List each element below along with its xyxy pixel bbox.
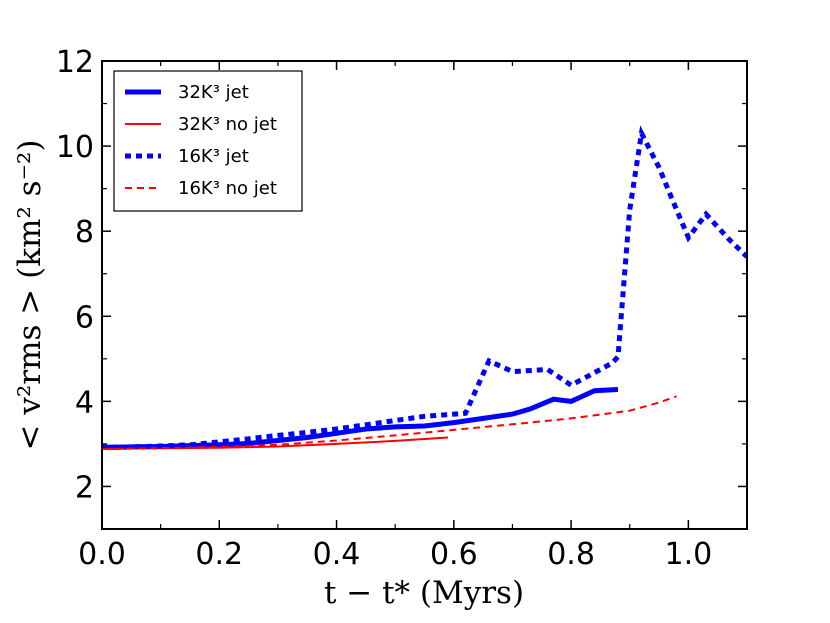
series-line-3 (102, 395, 677, 450)
x-tick-label: 0.2 (195, 537, 243, 572)
legend-label-0: 32K³ jet (178, 82, 249, 103)
legend-label-1: 32K³ no jet (178, 114, 277, 135)
x-tick-label: 1.0 (665, 537, 713, 572)
y-tick-label: 6 (75, 300, 94, 335)
y-axis-label: < v²rms > (km² s⁻²) (12, 140, 48, 451)
tick-labels-layer: 0.0 0.2 0.4 0.6 0.8 1.0 2 4 6 8 10 12 (56, 45, 712, 572)
y-tick-label: 2 (75, 470, 94, 505)
x-tick-label: 0.8 (547, 537, 595, 572)
y-tick-label: 12 (56, 45, 94, 80)
y-tick-label: 10 (56, 130, 94, 165)
ticks-layer (101, 60, 748, 529)
plot-frame (101, 60, 748, 530)
legend: 32K³ jet 32K³ no jet 16K³ jet 16K³ no jet (113, 70, 303, 212)
y-tick-label: 4 (75, 385, 94, 420)
legend-label-2: 16K³ jet (178, 146, 249, 167)
series-line-2 (102, 125, 747, 450)
y-tick-label: 8 (75, 215, 94, 250)
legend-label-3: 16K³ no jet (178, 178, 277, 199)
x-axis-label: t − t* (Myrs) (324, 575, 524, 611)
x-tick-label: 0.4 (313, 537, 361, 572)
x-tick-label: 0.6 (430, 537, 478, 572)
x-tick-label: 0.0 (78, 537, 126, 572)
series-layer (102, 125, 747, 450)
